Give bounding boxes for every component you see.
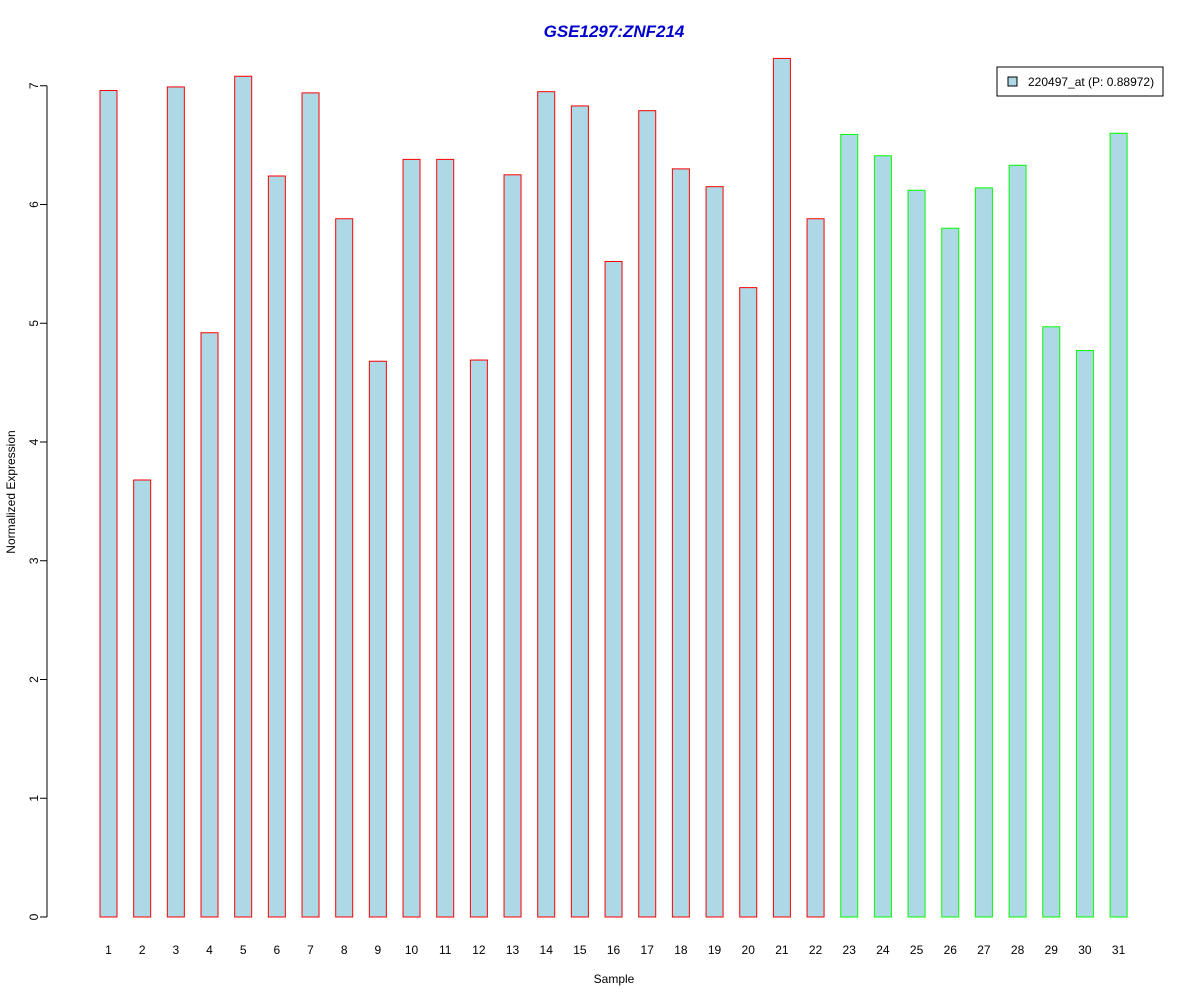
- x-tick-label: 8: [341, 943, 348, 957]
- bar-sample-31: [1109, 132, 1128, 918]
- bar-sample-16: [604, 261, 623, 918]
- legend-label: 220497_at (P: 0.88972): [1028, 75, 1154, 89]
- y-axis-label: Normalized Expression: [4, 430, 18, 553]
- bar-sample-29: [1042, 326, 1061, 918]
- bar-sample-5: [234, 75, 253, 918]
- bar-sample-7: [301, 92, 320, 918]
- bar-sample-15: [570, 105, 589, 918]
- bar-sample-19: [705, 186, 724, 918]
- bar-sample-4: [200, 332, 219, 918]
- x-tick-label: 4: [206, 943, 213, 957]
- x-tick-label: 9: [375, 943, 382, 957]
- x-tick-label: 5: [240, 943, 247, 957]
- bar-sample-21: [772, 57, 791, 918]
- x-tick-label: 3: [172, 943, 179, 957]
- x-tick-label: 29: [1045, 943, 1059, 957]
- x-tick-label: 21: [775, 943, 789, 957]
- y-axis: 0 1 2 3 4 5 6 7: [27, 82, 48, 920]
- x-tick-label: 14: [540, 943, 554, 957]
- bar-sample-11: [436, 158, 455, 918]
- x-tick-label: 20: [742, 943, 756, 957]
- x-axis-label: Sample: [594, 972, 635, 986]
- y-tick-label: 6: [27, 201, 41, 208]
- bar-sample-24: [873, 155, 892, 918]
- x-tick-label: 6: [274, 943, 281, 957]
- bar-sample-12: [469, 359, 488, 918]
- x-tick-label: 27: [977, 943, 991, 957]
- x-tick-label: 30: [1078, 943, 1092, 957]
- x-tick-label: 2: [139, 943, 146, 957]
- y-tick-label: 3: [27, 557, 41, 564]
- bar-sample-25: [907, 189, 926, 918]
- x-tick-label: 19: [708, 943, 722, 957]
- bar-sample-14: [537, 91, 556, 918]
- x-tick-label: 12: [472, 943, 486, 957]
- legend-box: [996, 66, 1164, 97]
- x-tick-label: 7: [307, 943, 314, 957]
- chart-title: GSE1297:ZNF214: [544, 22, 685, 41]
- bar-sample-1: [99, 90, 118, 918]
- legend-swatch: [1007, 76, 1018, 87]
- x-tick-label: 1: [105, 943, 112, 957]
- bar-sample-6: [267, 175, 286, 918]
- bar-sample-26: [941, 227, 960, 918]
- bar-sample-17: [638, 110, 657, 918]
- bar-sample-27: [974, 187, 993, 918]
- x-tick-label: 18: [674, 943, 688, 957]
- bar-sample-2: [133, 479, 152, 918]
- x-tick-label: 24: [876, 943, 890, 957]
- x-tick-label: 26: [944, 943, 958, 957]
- x-tick-label: 11: [439, 943, 452, 957]
- bar-sample-18: [671, 168, 690, 918]
- bars: [99, 57, 1128, 918]
- x-tick-label: 28: [1011, 943, 1025, 957]
- x-tick-label: 25: [910, 943, 924, 957]
- bar-sample-20: [739, 287, 758, 918]
- bar-sample-9: [368, 360, 387, 918]
- x-tick-label: 15: [573, 943, 587, 957]
- bar-sample-28: [1008, 164, 1027, 918]
- x-tick-label: 13: [506, 943, 520, 957]
- y-tick-label: 7: [27, 82, 41, 89]
- bar-sample-22: [806, 218, 825, 918]
- bar-sample-13: [503, 174, 522, 918]
- bar-sample-30: [1075, 350, 1094, 918]
- bar-sample-23: [840, 133, 859, 918]
- x-tick-label: 17: [641, 943, 655, 957]
- y-tick-label: 2: [27, 676, 41, 683]
- x-axis-tick-labels: 1 2 3 4 5 6 7 8 9 10 11 12 13 14 15 16 17 18 19 20 21 22 23 24 2…: [105, 943, 1125, 957]
- x-tick-label: 16: [607, 943, 621, 957]
- x-tick-label: 31: [1112, 943, 1126, 957]
- y-tick-label: 1: [27, 795, 41, 802]
- x-tick-label: 23: [843, 943, 857, 957]
- y-tick-label: 4: [27, 438, 41, 445]
- x-tick-label: 10: [405, 943, 419, 957]
- y-tick-label: 5: [27, 320, 41, 327]
- x-tick-label: 22: [809, 943, 823, 957]
- bar-sample-8: [335, 218, 354, 918]
- bar-sample-10: [402, 158, 421, 918]
- bar-sample-3: [166, 86, 185, 918]
- legend: 220497_at (P: 0.88972): [996, 66, 1164, 97]
- y-tick-label: 0: [27, 913, 41, 920]
